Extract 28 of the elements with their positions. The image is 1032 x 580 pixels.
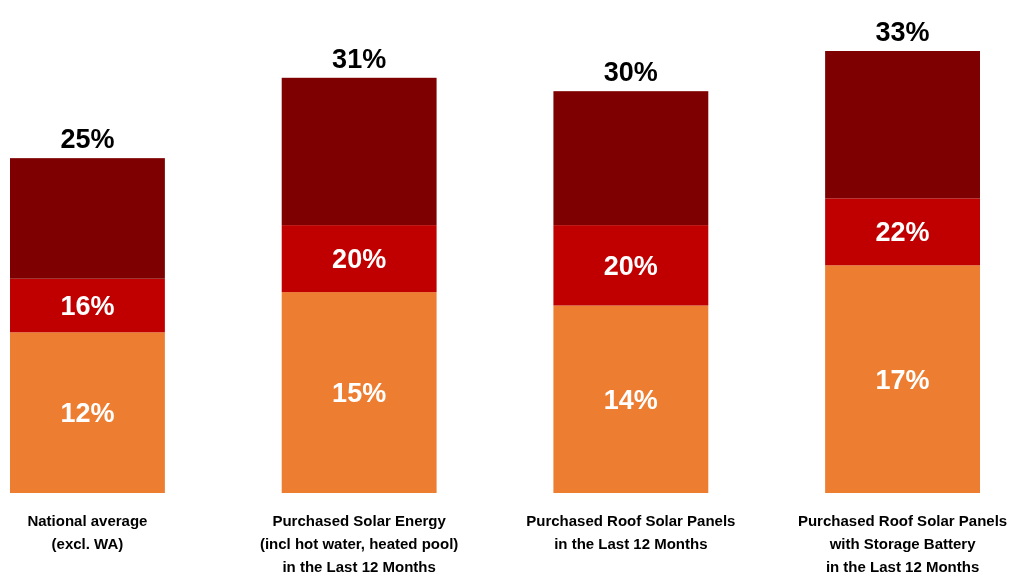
data-label: 14% <box>603 384 658 415</box>
data-label: 12% <box>60 398 115 429</box>
data-label: 17% <box>875 364 930 395</box>
bar <box>10 278 165 333</box>
annotation: 20% <box>603 250 658 281</box>
bar <box>10 332 165 493</box>
bar <box>553 225 709 306</box>
total-label: 25% <box>60 124 115 155</box>
annotation: 20% <box>332 244 387 275</box>
bar <box>281 225 437 293</box>
bar <box>553 305 709 493</box>
x-tick-label: Purchased Roof Solar Panels with Storage Battery in the Last 12 Months <box>797 512 1008 575</box>
bar <box>825 265 980 493</box>
bar <box>553 91 709 226</box>
total-label: 31% <box>332 43 387 74</box>
total-label: 33% <box>875 17 930 47</box>
total-label: 30% <box>603 57 658 88</box>
bar <box>281 292 437 493</box>
x-tick-label: Purchased Solar Energy (incl hot water, heated pool) in the Last 12 Months <box>259 512 459 575</box>
x-tick-label: National average (excl. WA) <box>27 512 148 552</box>
data-label: 15% <box>332 378 387 408</box>
x-tick-label: Purchased Roof Solar Panels in the Last 12 Months <box>526 512 736 552</box>
bar <box>281 77 437 226</box>
annotation: 16% <box>60 290 115 321</box>
annotation: 22% <box>875 217 930 248</box>
bar <box>825 198 980 266</box>
bar <box>825 51 980 199</box>
bar <box>10 158 165 279</box>
